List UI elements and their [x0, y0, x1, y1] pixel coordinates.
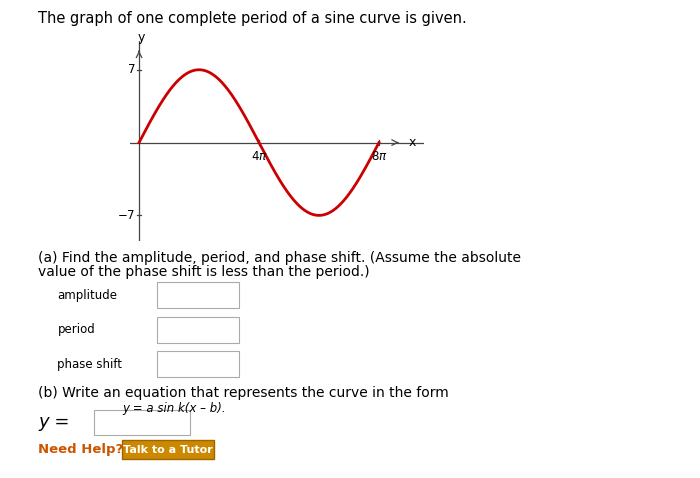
Text: $4\pi$: $4\pi$ [251, 150, 267, 163]
Text: The graph of one complete period of a sine curve is given.: The graph of one complete period of a si… [38, 11, 468, 26]
Text: $8\pi$: $8\pi$ [370, 150, 387, 163]
Text: phase shift: phase shift [57, 358, 122, 371]
Text: x: x [408, 136, 416, 149]
Text: Talk to a Tutor: Talk to a Tutor [123, 445, 213, 455]
Text: y =: y = [38, 413, 70, 431]
Text: 7: 7 [128, 63, 136, 76]
Text: Need Help?: Need Help? [38, 443, 124, 456]
Text: amplitude: amplitude [57, 289, 118, 302]
Text: y: y [137, 31, 145, 44]
Text: period: period [57, 323, 95, 337]
Text: y = a sin k(x – b).: y = a sin k(x – b). [122, 402, 226, 415]
Text: (a) Find the amplitude, period, and phase shift. (Assume the absolute: (a) Find the amplitude, period, and phas… [38, 251, 522, 265]
Text: $-7$: $-7$ [118, 209, 136, 222]
Text: (b) Write an equation that represents the curve in the form: (b) Write an equation that represents th… [38, 386, 449, 400]
Text: value of the phase shift is less than the period.): value of the phase shift is less than th… [38, 265, 370, 279]
